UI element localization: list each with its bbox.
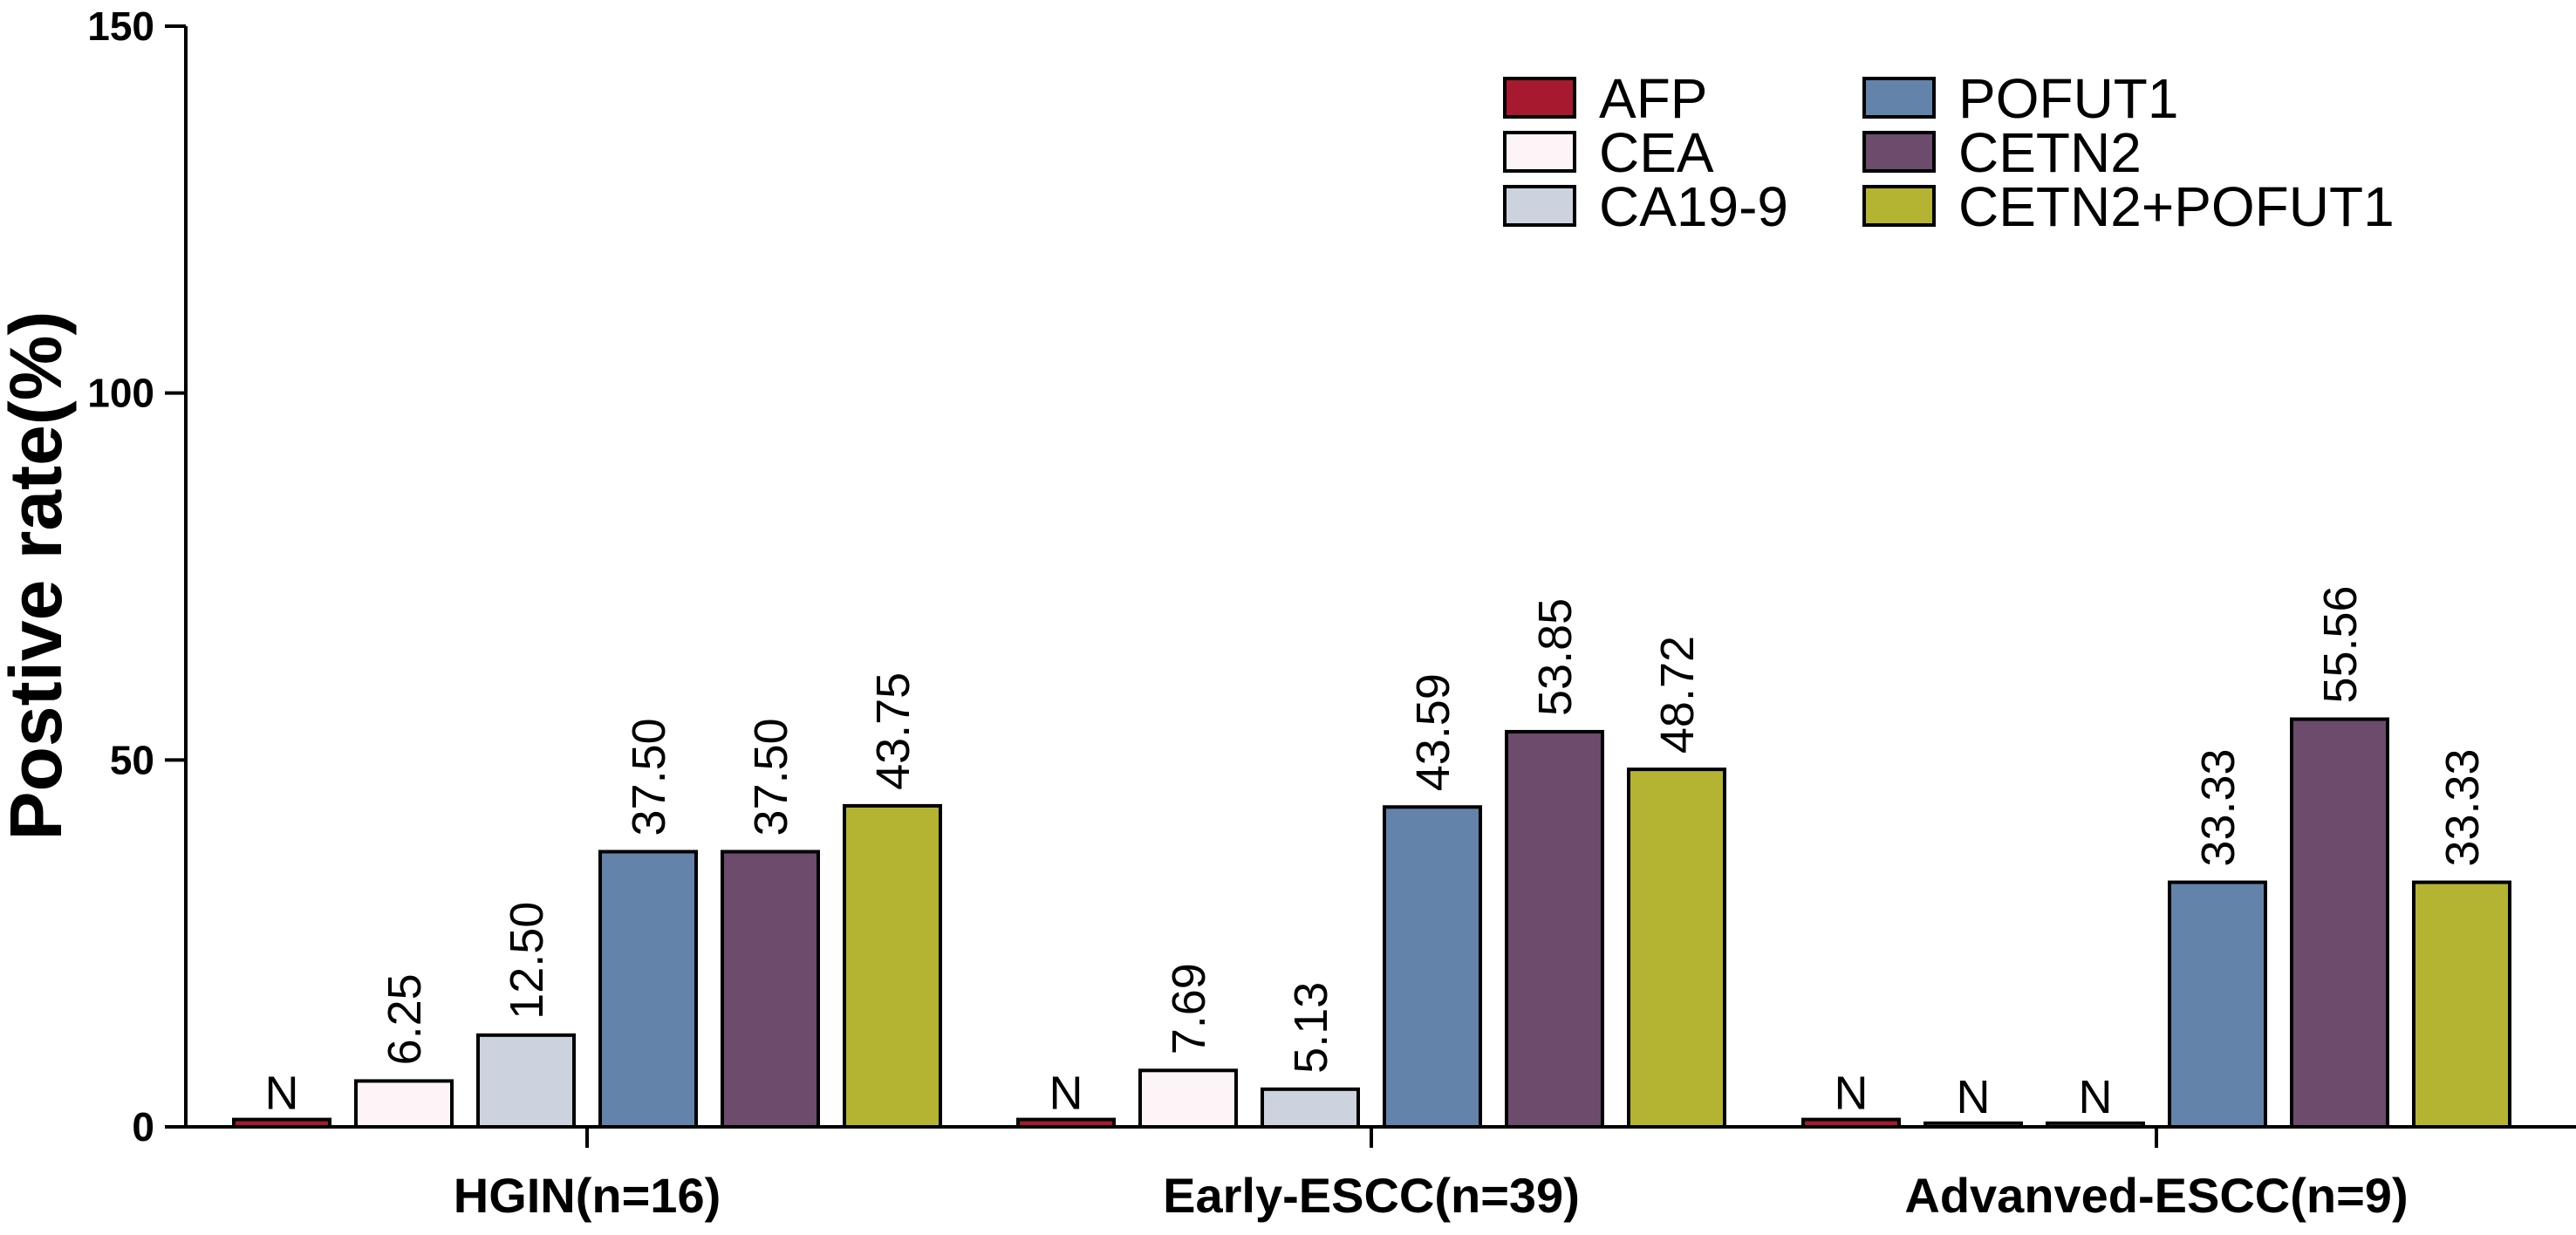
legend-label: CA19-9 — [1599, 175, 1788, 238]
bars — [232, 717, 2511, 1129]
legend-swatch — [1503, 131, 1576, 173]
legend-swatch — [1862, 77, 1936, 119]
x-category-label: Early-ESCC(n=39) — [1163, 1168, 1580, 1223]
bar — [2168, 880, 2267, 1129]
bar — [598, 849, 698, 1129]
data-label: 12.50 — [501, 902, 553, 1020]
x-category-label: Advanved-ESCC(n=9) — [1904, 1168, 2408, 1223]
y-axis-title: Postive rate(%) — [0, 311, 77, 841]
y-tick-label: 0 — [132, 1104, 154, 1150]
y-tick-label: 150 — [87, 3, 154, 49]
bar — [1627, 768, 1726, 1129]
bar — [1505, 729, 1604, 1129]
bar — [2046, 1121, 2145, 1129]
data-label: N — [1835, 1068, 1869, 1120]
data-label: 43.59 — [1407, 673, 1459, 791]
data-label: 55.56 — [2314, 585, 2367, 703]
legend-label: AFP — [1599, 67, 1707, 130]
legend-swatch — [1503, 185, 1576, 227]
legend-label: CEA — [1599, 121, 1714, 184]
legend-label: POFUT1 — [1958, 67, 2178, 130]
bar — [2290, 717, 2389, 1129]
data-label: N — [265, 1068, 299, 1120]
data-labels: N 6.25 12.50 37.50 37.50 43.75 N 7.69 5.13 43.59 5… — [265, 585, 2490, 1122]
bar — [1138, 1068, 1238, 1129]
bar — [1923, 1121, 2023, 1129]
data-label: N — [2079, 1071, 2113, 1123]
x-category-label: HGIN(n=16) — [454, 1168, 721, 1223]
y-tick-label: 100 — [87, 371, 154, 416]
bar — [476, 1033, 576, 1129]
data-label: 53.85 — [1529, 598, 1582, 716]
data-label: 37.50 — [623, 718, 675, 836]
data-label: N — [1957, 1071, 1991, 1123]
data-label: 7.69 — [1163, 963, 1215, 1054]
bar — [843, 803, 942, 1129]
data-label: N — [1049, 1068, 1083, 1120]
y-tick-label: 50 — [110, 737, 154, 782]
data-label: 5.13 — [1285, 982, 1337, 1074]
bar — [721, 849, 820, 1129]
legend-swatch — [1862, 131, 1936, 173]
data-label: 48.72 — [1651, 636, 1704, 754]
data-label: 33.33 — [2436, 748, 2489, 866]
data-label: 37.50 — [745, 718, 797, 836]
data-label: 33.33 — [2192, 748, 2245, 866]
bar — [1261, 1087, 1360, 1129]
legend-label: CETN2+POFUT1 — [1958, 175, 2395, 238]
bar — [1016, 1117, 1116, 1129]
data-label: 6.25 — [379, 973, 431, 1065]
bar — [232, 1117, 331, 1129]
bar — [354, 1079, 454, 1129]
legend-swatch — [1862, 185, 1936, 227]
bar — [1801, 1117, 1901, 1129]
legend-swatch — [1503, 77, 1576, 119]
legend-label: CETN2 — [1958, 121, 2142, 184]
axes: 0 50 100 150 Postive rate(%) HGIN(n=16) Early-… — [0, 3, 2576, 1223]
bar — [1383, 805, 1482, 1129]
bar — [2412, 880, 2511, 1129]
data-label: 43.75 — [867, 672, 919, 790]
